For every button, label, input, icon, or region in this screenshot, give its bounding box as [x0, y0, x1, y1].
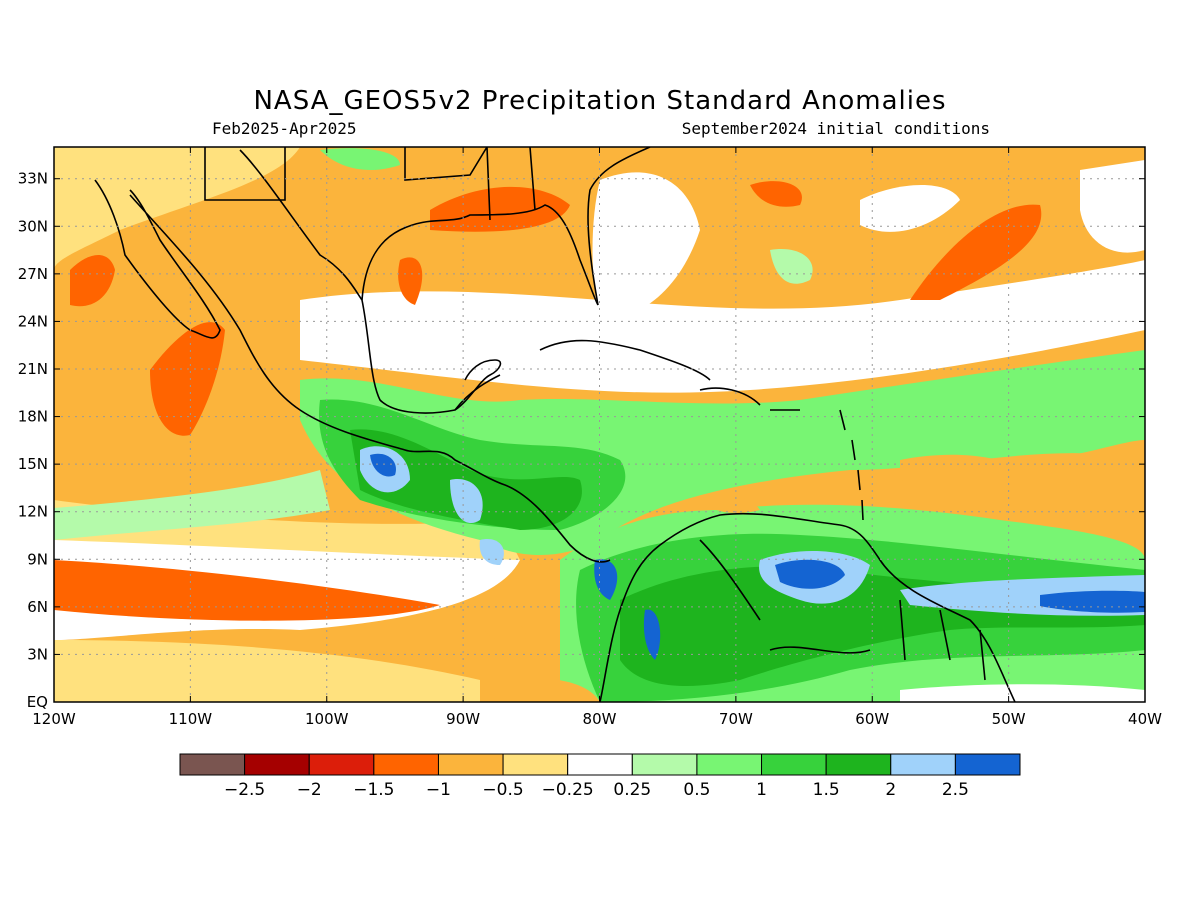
colorbar-swatch: [696, 753, 763, 776]
lon-label: 60W: [855, 710, 889, 728]
lat-label: 15N: [18, 455, 48, 473]
forecast-period: Feb2025-Apr2025: [212, 119, 357, 138]
lon-label: 70W: [719, 710, 753, 728]
lon-label: 120W: [32, 710, 76, 728]
colorbar-label: 1.5: [813, 780, 840, 800]
lat-label: 3N: [27, 645, 48, 663]
gridlines: [54, 147, 1145, 702]
lon-label: 50W: [992, 710, 1026, 728]
anomaly-field: [54, 147, 1145, 702]
lat-label: 30N: [18, 217, 48, 235]
map-title: NASA_GEOS5v2 Precipitation Standard Anom…: [253, 86, 947, 116]
colorbar-swatch: [373, 753, 439, 776]
colorbar-label: 0.25: [613, 780, 651, 800]
lon-label: 90W: [446, 710, 480, 728]
initial-conditions: September2024 initial conditions: [681, 119, 990, 138]
lon-label: 100W: [305, 710, 349, 728]
colorbar-label: 1: [756, 780, 767, 800]
lat-label: 6N: [27, 598, 48, 616]
lat-label: 33N: [18, 170, 48, 188]
lat-label: 24N: [18, 312, 48, 330]
colorbar-label: −1.5: [353, 780, 394, 800]
colorbar-label: −0.5: [482, 780, 523, 800]
lat-label: 9N: [27, 550, 48, 568]
colorbar-swatch: [179, 753, 246, 776]
colorbar-label: 2.5: [942, 780, 969, 800]
colorbar-swatch: [825, 753, 892, 776]
lon-label: 80W: [583, 710, 617, 728]
lat-label: EQ: [27, 693, 48, 711]
colorbar-swatch: [761, 753, 827, 776]
lon-label: 110W: [169, 710, 213, 728]
colorbar-swatch: [244, 753, 310, 776]
colorbar-label: −2: [297, 780, 322, 800]
lon-label: 40W: [1128, 710, 1162, 728]
lat-label: 27N: [18, 265, 48, 283]
lat-label: 21N: [18, 360, 48, 378]
colorbar-swatch: [890, 753, 956, 776]
colorbar-swatch: [631, 753, 698, 776]
colorbar-label: −0.25: [542, 780, 594, 800]
colorbar-swatch: [567, 753, 633, 776]
colorbar-swatch: [502, 753, 569, 776]
lat-label: 18N: [18, 408, 48, 426]
colorbar: −2.5 −2 −1.5 −1 −0.5 −0.25 0.25 0.5 1 1.5 2 2.5: [179, 753, 1021, 800]
colorbar-swatch: [954, 753, 1021, 776]
colorbar-label: −1: [426, 780, 451, 800]
colorbar-label: 2: [885, 780, 896, 800]
colorbar-label: 0.5: [683, 780, 710, 800]
colorbar-swatch: [437, 753, 504, 776]
coastlines: [94, 147, 1016, 702]
lat-label: 12N: [18, 503, 48, 521]
colorbar-label: −2.5: [224, 780, 265, 800]
colorbar-swatch: [308, 753, 375, 776]
